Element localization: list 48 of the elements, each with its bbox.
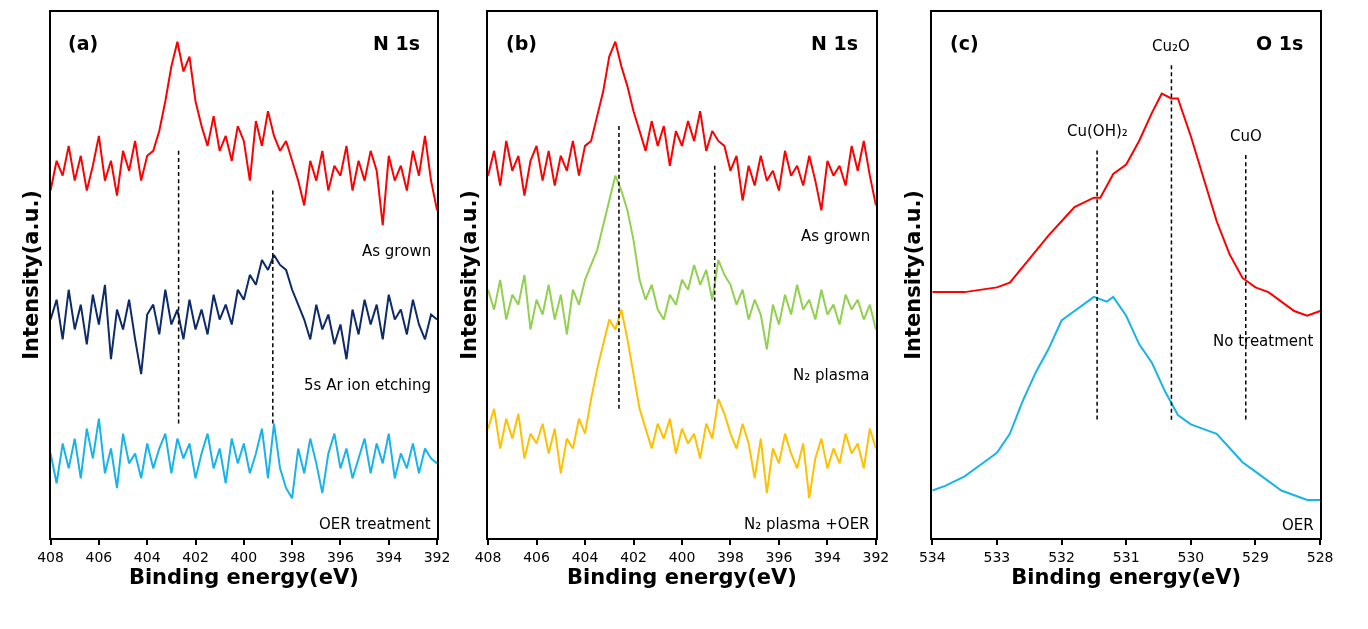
x-tick-label: 394	[375, 548, 403, 565]
text: (c)	[950, 32, 979, 54]
y-axis-title: Intensity(a.u.)	[19, 190, 44, 360]
x-tick-label: 406	[523, 548, 550, 565]
x-axis-title: Binding energy(eV)	[128, 564, 359, 589]
x-tick-label: 528	[1306, 548, 1334, 565]
x-tick-label: 400	[668, 548, 696, 565]
series-label: OER treatment	[319, 515, 431, 533]
x-tick-label: 530	[1177, 548, 1205, 565]
x-axis-title: Binding energy(eV)	[567, 564, 797, 589]
series-label: No treatment	[1213, 332, 1314, 350]
x-tick-label: 533	[983, 548, 1011, 565]
series-label: As grown	[801, 227, 871, 245]
x-tick-label: 408	[474, 548, 502, 565]
x-tick-label: 396	[765, 548, 793, 565]
x-tick-label: 402	[620, 548, 647, 565]
x-tick-label: 406	[85, 548, 113, 565]
x-tick-label: 400	[230, 548, 258, 565]
text: O 1s	[1256, 32, 1304, 54]
y-axis-title: Intensity(a.u.)	[900, 190, 925, 360]
annotation: (b)	[506, 32, 537, 54]
x-tick-label: 398	[717, 548, 744, 565]
annotation: N 1s	[373, 32, 421, 54]
x-tick-label: 404	[571, 548, 599, 565]
annotation: N 1s	[811, 32, 859, 54]
x-tick-label: 402	[182, 548, 209, 565]
x-tick-label: 398	[278, 548, 306, 565]
series-label: As grown	[362, 242, 432, 260]
x-tick-label: 396	[327, 548, 354, 565]
x-axis-title: Binding energy(eV)	[1011, 564, 1242, 589]
x-tick-label: 532	[1048, 548, 1075, 565]
series-label: OER	[1282, 516, 1314, 534]
x-tick-label: 394	[814, 548, 841, 565]
annotation: Cu(OH)₂	[1067, 122, 1128, 140]
x-tick-label: 529	[1242, 548, 1269, 565]
x-tick-label: 392	[423, 548, 451, 565]
x-tick-label: 404	[133, 548, 161, 565]
annotation: (a)	[68, 32, 99, 54]
text: N₂ plasma	[793, 366, 870, 384]
y-axis-title: Intensity(a.u.)	[456, 190, 481, 360]
text: 5s Ar ion etching	[304, 376, 432, 394]
x-tick-label: 534	[918, 548, 946, 565]
x-tick-label: 531	[1112, 548, 1140, 565]
series-label: N₂ plasma +OER	[744, 515, 870, 533]
x-tick-label: 408	[37, 548, 64, 565]
annotation: CuO	[1230, 127, 1262, 145]
annotation: Cu₂O	[1152, 37, 1190, 55]
x-tick-label: 392	[862, 548, 890, 565]
